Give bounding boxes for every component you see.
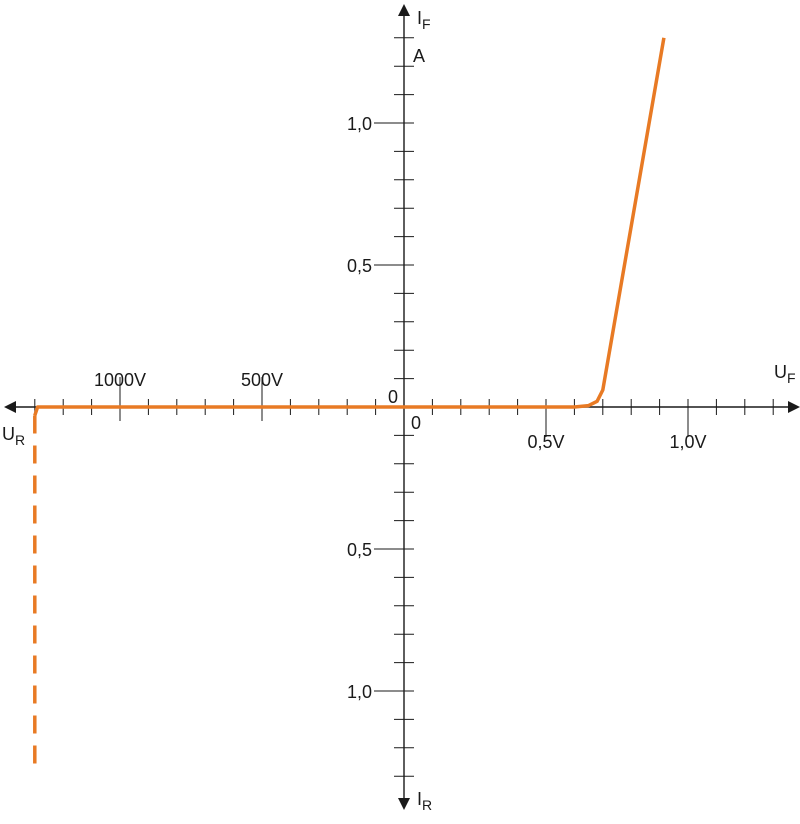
if-tick-label: 1,0 xyxy=(347,114,372,134)
ir-arrow-icon xyxy=(398,798,410,810)
ur-axis-label: UR xyxy=(2,424,25,448)
if-axis-label: IF xyxy=(417,8,431,32)
ur-arrow-icon xyxy=(4,401,16,413)
if-arrow-icon xyxy=(398,4,410,16)
ur-tick-label: 1000V xyxy=(94,370,146,390)
if-unit-label: A xyxy=(413,46,425,66)
curves xyxy=(33,37,666,771)
uf-arrow-icon xyxy=(788,401,800,413)
uf-tick-label: 1,0V xyxy=(669,432,706,452)
ir-tick-label: 0,5 xyxy=(347,540,372,560)
reverse-curve xyxy=(33,405,404,417)
if-tick-label: 0,5 xyxy=(347,256,372,276)
uf-axis-label: UF xyxy=(774,362,796,386)
uf-tick-label: 0 xyxy=(411,413,421,433)
ur-tick-label: 0 xyxy=(388,387,398,407)
ir-axis-label: IR xyxy=(417,789,432,813)
ur-tick-label: 500V xyxy=(241,370,283,390)
uf-tick-label: 0,5V xyxy=(527,432,564,452)
labels: IF A UF UR IR 0 0,5V 1,0V 0 500V 1000V 0,5 1,0 0… xyxy=(2,8,796,813)
ir-tick-label: 1,0 xyxy=(347,682,372,702)
forward-curve xyxy=(404,37,666,409)
